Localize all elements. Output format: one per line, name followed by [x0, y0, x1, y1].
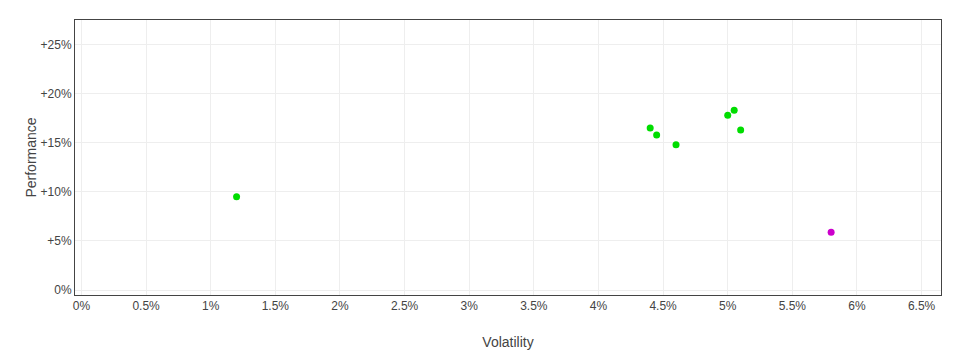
svg-text:+20%: +20% [41, 87, 72, 101]
svg-text:+10%: +10% [41, 185, 72, 199]
svg-text:4.5%: 4.5% [649, 299, 677, 313]
svg-text:3.5%: 3.5% [520, 299, 548, 313]
svg-text:5.5%: 5.5% [779, 299, 807, 313]
svg-text:3%: 3% [461, 299, 479, 313]
svg-text:Performance: Performance [23, 117, 39, 197]
svg-text:5%: 5% [719, 299, 737, 313]
svg-text:+5%: +5% [47, 234, 72, 248]
svg-text:6%: 6% [848, 299, 866, 313]
svg-text:6.5%: 6.5% [908, 299, 936, 313]
svg-text:+15%: +15% [41, 136, 72, 150]
svg-text:+25%: +25% [41, 38, 72, 52]
svg-text:2%: 2% [331, 299, 349, 313]
svg-text:0%: 0% [54, 283, 72, 297]
svg-text:0%: 0% [73, 299, 91, 313]
svg-text:Volatility: Volatility [482, 334, 533, 350]
svg-text:4%: 4% [590, 299, 608, 313]
svg-text:0.5%: 0.5% [132, 299, 160, 313]
svg-text:1%: 1% [202, 299, 220, 313]
svg-text:2.5%: 2.5% [391, 299, 419, 313]
svg-text:1.5%: 1.5% [262, 299, 290, 313]
